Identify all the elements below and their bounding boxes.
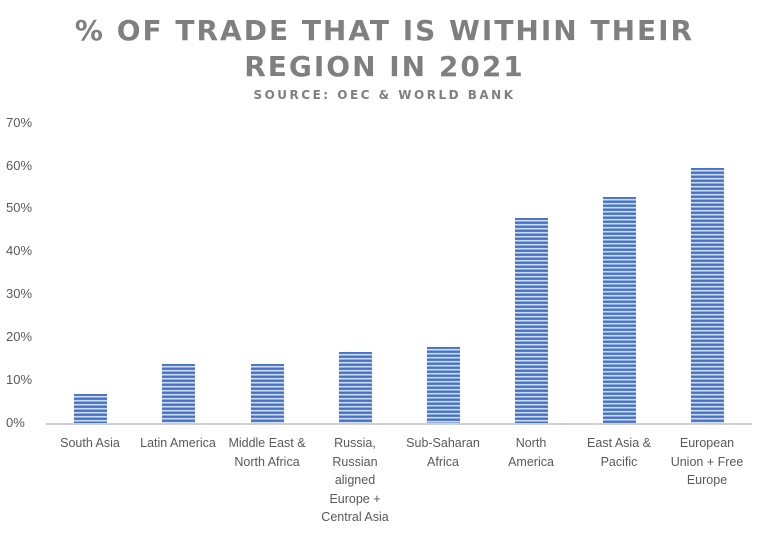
bar-middle-east-north-africa	[250, 363, 284, 423]
chart-subtitle: SOURCE: OEC & WORLD BANK	[253, 88, 516, 102]
bar-east-asia-pacific	[602, 197, 636, 423]
chart-title-line-2: REGION IN 2021	[244, 50, 525, 83]
x-label-european-union: European Union + Free Europe	[670, 436, 744, 487]
bar-south-asia	[73, 393, 107, 423]
bar-european-union-free-europe	[690, 168, 724, 423]
x-label-latin-america: Latin America	[140, 436, 216, 450]
x-label-south-asia: South Asia	[60, 436, 120, 450]
x-label-russia: Russia, Russian aligned Europe + Central Asi…	[321, 436, 389, 524]
y-tick-30: 30%	[6, 286, 33, 301]
y-tick-70: 70%	[6, 115, 33, 130]
x-label-east-asia-pacific: East Asia & Pacific	[587, 436, 651, 469]
y-tick-50: 50%	[6, 200, 33, 215]
y-tick-20: 20%	[6, 329, 33, 344]
x-label-north-america: North America	[508, 436, 554, 469]
y-tick-10: 10%	[6, 372, 33, 387]
bar-north-america	[514, 218, 548, 423]
x-axis-line	[46, 423, 752, 425]
bar-sub-saharan-africa	[426, 347, 460, 423]
y-tick-0: 0%	[6, 415, 25, 430]
x-label-sub-saharan-africa: Sub-Saharan Africa	[406, 436, 480, 469]
bar-russia-russian-aligned-europe-central-asia	[338, 351, 372, 423]
chart-title-line-1: % OF TRADE THAT IS WITHIN THEIR	[74, 14, 695, 47]
x-label-mena: Middle East & North Africa	[228, 436, 306, 469]
bar-latin-america	[161, 363, 195, 423]
y-tick-40: 40%	[6, 243, 33, 258]
y-tick-60: 60%	[6, 158, 33, 173]
